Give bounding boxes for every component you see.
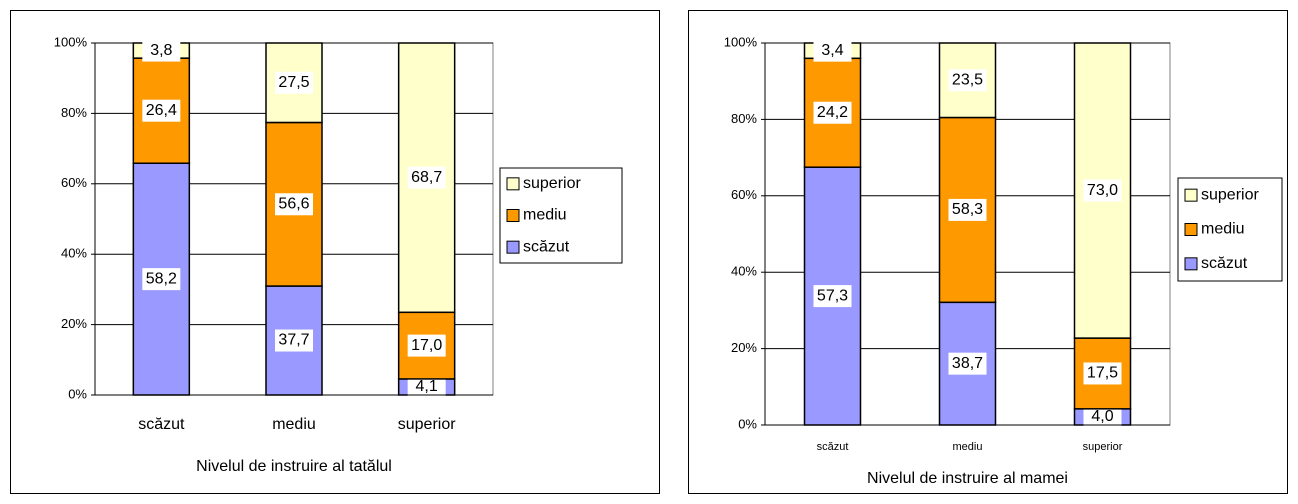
value-label-bg [407, 166, 446, 189]
y-tick-label: 20% [731, 340, 757, 355]
legend-swatch [1184, 257, 1198, 271]
legend-box [499, 167, 623, 264]
value-label-bg [275, 329, 313, 352]
legend-label: superior [523, 175, 581, 192]
legend-swatch [506, 240, 520, 254]
legend-swatch [1184, 223, 1198, 236]
y-tick-label: 40% [61, 246, 87, 261]
legend-label: mediu [523, 207, 567, 224]
value-label: 23,5 [952, 71, 983, 88]
y-tick-label: 0% [68, 386, 87, 401]
value-label-bg [1083, 405, 1122, 428]
legend-swatch [506, 177, 520, 191]
y-tick-label: 20% [61, 316, 87, 331]
legend-label: scăzut [523, 238, 570, 255]
value-label: 38,7 [952, 355, 983, 372]
legend-label: superior [1201, 186, 1259, 203]
value-label: 68,7 [411, 169, 442, 186]
x-tick-label: mediu [272, 416, 316, 433]
x-axis-title: Nivelul de instruire al tatălul [196, 458, 392, 475]
y-tick-label: 80% [731, 111, 757, 126]
y-tick-label: 40% [731, 264, 757, 279]
legend-label: mediu [1201, 221, 1245, 238]
value-label: 17,0 [411, 337, 442, 354]
value-label-bg [813, 39, 852, 62]
value-label: 3,8 [150, 42, 172, 59]
value-label-bg [407, 375, 446, 398]
value-label: 73,0 [1087, 182, 1118, 199]
y-tick-label: 60% [731, 187, 757, 202]
value-label: 24,2 [817, 104, 848, 121]
value-label: 27,5 [278, 74, 309, 91]
x-tick-label: mediu [953, 441, 983, 453]
legend-swatch [1184, 188, 1198, 202]
value-label-bg [275, 193, 313, 216]
value-label: 58,2 [146, 270, 177, 287]
y-tick-label: 80% [61, 105, 87, 120]
x-tick-label: superior [398, 416, 456, 433]
value-label: 56,6 [278, 195, 309, 212]
value-label-bg [275, 71, 313, 94]
value-label: 17,5 [1087, 365, 1118, 382]
value-label-bg [1083, 179, 1122, 202]
value-label-bg [142, 99, 181, 122]
value-label: 4,1 [416, 378, 438, 395]
y-tick-label: 100% [724, 34, 758, 49]
value-label-bg [142, 39, 181, 62]
value-label: 58,3 [952, 201, 983, 218]
value-label-bg [813, 285, 852, 308]
y-tick-label: 60% [61, 175, 87, 190]
y-tick-label: 0% [738, 416, 757, 431]
value-label-bg [142, 268, 181, 291]
x-axis-title: Nivelul de instruire al mamei [867, 470, 1068, 487]
value-label: 57,3 [817, 287, 848, 304]
x-tick-label: scăzut [138, 416, 185, 433]
value-label-bg [813, 101, 852, 124]
value-label-bg [1083, 362, 1122, 385]
value-label: 37,7 [278, 332, 309, 349]
value-label-bg [948, 198, 987, 221]
value-label-bg [948, 69, 987, 92]
y-tick-label: 100% [54, 34, 88, 49]
value-label-bg [948, 352, 987, 375]
legend-label: scăzut [1201, 255, 1248, 272]
x-tick-label: scăzut [817, 441, 849, 453]
value-label: 3,4 [821, 42, 843, 59]
value-label: 4,0 [1091, 408, 1113, 425]
legend-swatch [506, 209, 520, 222]
value-label: 26,4 [146, 102, 177, 119]
x-tick-label: superior [1083, 441, 1123, 453]
value-label-bg [407, 334, 446, 357]
